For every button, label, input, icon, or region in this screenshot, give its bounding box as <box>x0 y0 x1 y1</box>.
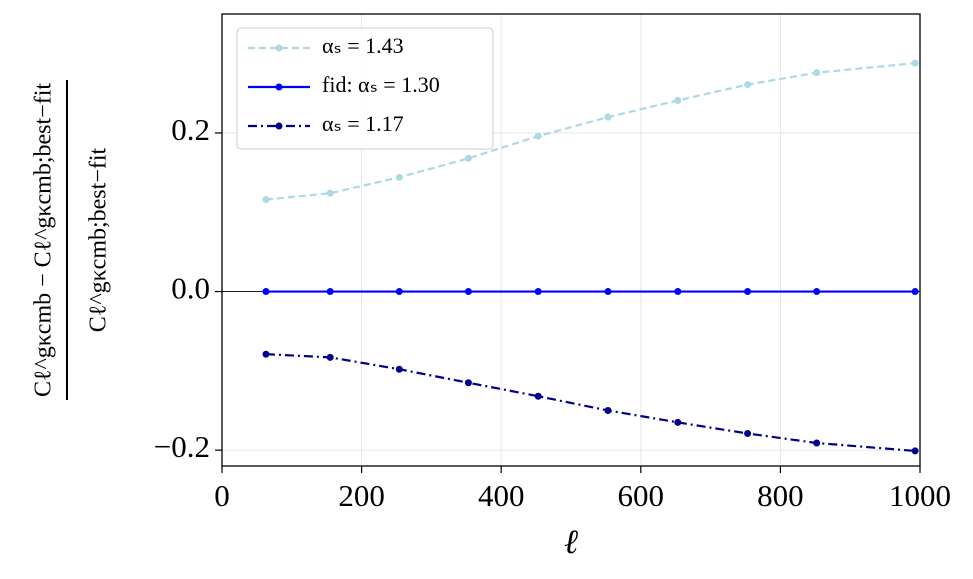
data-point <box>744 81 752 89</box>
data-point <box>813 439 821 447</box>
data-point <box>674 96 682 104</box>
data-point <box>395 365 403 373</box>
y-tick-label: −0.2 <box>154 429 210 464</box>
data-point <box>395 173 403 181</box>
data-point <box>534 288 542 296</box>
data-point <box>604 406 612 414</box>
data-point <box>604 288 612 296</box>
legend-box <box>236 27 494 150</box>
data-point <box>674 288 682 296</box>
x-label: ℓ <box>564 524 578 561</box>
data-point <box>911 447 919 455</box>
legend-marker <box>275 44 283 52</box>
data-point <box>813 288 821 296</box>
series-line <box>265 353 916 453</box>
x-tick-label: 600 <box>618 478 665 513</box>
legend-label: αₛ = 1.43 <box>322 33 404 58</box>
data-point <box>262 288 270 296</box>
data-point <box>744 288 752 296</box>
data-point <box>534 392 542 400</box>
y-label-denominator-group: Cℓ^gκcmb;best−fit <box>86 147 112 332</box>
x-tick-label: 400 <box>478 478 525 513</box>
y-label-numerator-group: Cℓ^gκcmb − Cℓ^gκcmb;best−fit <box>31 83 57 397</box>
legend-marker <box>275 122 283 130</box>
series-line <box>265 62 916 201</box>
x-tick-label: 200 <box>338 478 385 513</box>
data-point <box>534 132 542 140</box>
data-point <box>326 353 334 361</box>
data-point <box>744 429 752 437</box>
data-point <box>911 288 919 296</box>
x-tick-label: 800 <box>757 478 804 513</box>
y-tick-label: 0.2 <box>171 112 210 147</box>
x-tick-label: 1000 <box>889 478 951 513</box>
data-point <box>326 288 334 296</box>
data-point <box>464 288 472 296</box>
data-point <box>262 350 270 358</box>
data-point <box>395 288 403 296</box>
y-label-numerator: Cℓ^gκcmb − Cℓ^gκcmb;best−fit <box>31 83 57 397</box>
data-point <box>464 379 472 387</box>
y-tick-label: 0.0 <box>171 271 210 306</box>
y-label-denominator: Cℓ^gκcmb;best−fit <box>86 147 112 332</box>
legend-marker <box>275 83 283 91</box>
plot-frame <box>221 13 921 467</box>
data-point <box>813 69 821 77</box>
data-point <box>262 196 270 204</box>
data-point <box>464 154 472 162</box>
legend-label: fid: αₛ = 1.30 <box>322 72 440 97</box>
data-point <box>326 189 334 197</box>
x-tick-label: 0 <box>214 478 230 513</box>
data-point <box>674 418 682 426</box>
legend-label: αₛ = 1.17 <box>322 111 404 136</box>
data-point <box>604 113 612 121</box>
data-point <box>911 59 919 67</box>
